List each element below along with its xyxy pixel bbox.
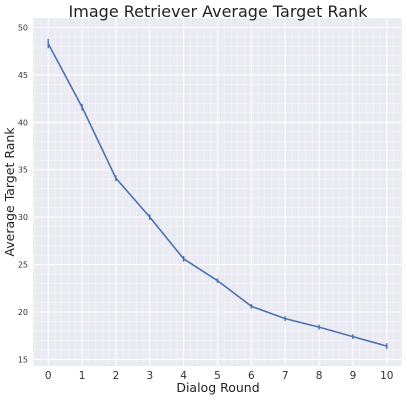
y-axis-label: Average Target Rank [2,127,17,257]
x-tick-label: 3 [146,370,153,382]
x-tick-label: 1 [79,370,86,382]
grid [33,17,402,366]
x-axis-label: Dialog Round [176,380,259,395]
y-tick-label: 30 [18,213,28,222]
y-tick-label: 15 [18,355,28,364]
y-tick-label: 20 [18,308,28,317]
x-tick-label: 0 [45,370,52,382]
y-tick-label: 35 [18,166,28,175]
x-tick-label: 10 [380,370,393,382]
x-tick-label: 4 [180,370,187,382]
x-tick-label: 2 [113,370,120,382]
x-tick-label: 7 [282,370,289,382]
y-tick-label: 45 [18,71,28,80]
chart-title: Image Retriever Average Target Rank [69,2,369,21]
y-tick-label: 40 [18,118,28,127]
x-tick-label: 6 [248,370,255,382]
x-tick-label: 8 [316,370,323,382]
y-tick-label: 50 [18,23,28,32]
x-tick-label: 5 [214,370,221,382]
x-tick-label: 9 [350,370,357,382]
series-layer [47,38,388,349]
y-tick-label: 25 [18,261,28,270]
